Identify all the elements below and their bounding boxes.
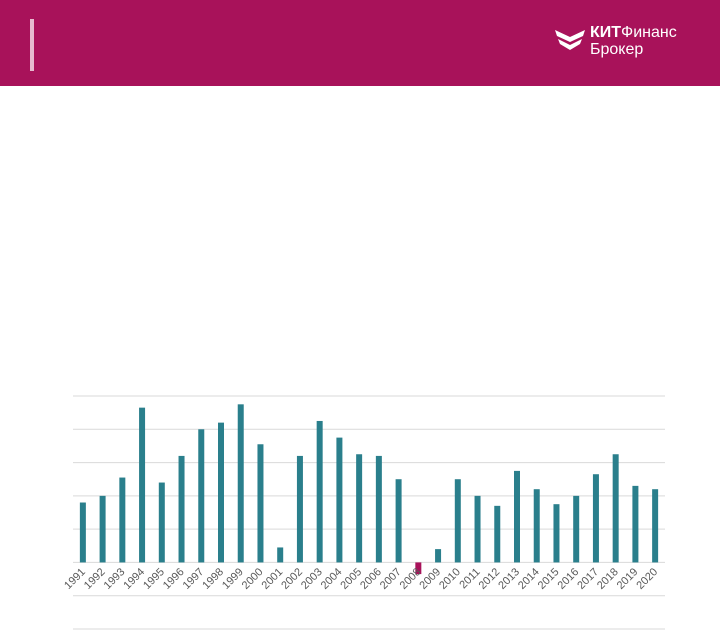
x-tick-label: 2013 [496, 566, 522, 592]
chart-bars [79, 404, 659, 575]
x-tick-label: 2018 [595, 566, 621, 592]
chart-x-tick-labels: 1991199219931994199519961997199819992000… [62, 566, 660, 592]
x-tick-label: 2004 [319, 566, 345, 592]
bar-2008 [415, 562, 422, 575]
bar-2005 [356, 454, 363, 563]
x-tick-label: 2000 [240, 566, 266, 592]
bar-1994 [139, 407, 146, 563]
bar-2018 [612, 454, 619, 563]
bar-2016 [573, 495, 580, 563]
bar-1998 [218, 422, 224, 563]
x-tick-label: 2007 [378, 566, 404, 592]
bar-2003 [316, 420, 323, 563]
bar-1995 [158, 482, 165, 563]
bar-1993 [119, 477, 126, 563]
brand-name-line2: Брокер [590, 41, 644, 58]
x-tick-label: 2002 [279, 566, 305, 592]
bar-2019 [632, 485, 639, 563]
x-tick-label: 2010 [437, 566, 463, 592]
bar-1997 [198, 429, 205, 563]
bar-2015 [553, 504, 560, 563]
bar-2006 [375, 455, 382, 563]
x-tick-label: 2014 [516, 566, 542, 592]
x-tick-label: 2011 [457, 566, 482, 591]
brand-name-regular: Финанс [621, 24, 677, 41]
bar-2014 [533, 489, 540, 563]
bar-2002 [296, 455, 303, 563]
bar-2004 [336, 437, 343, 563]
x-tick-label: 1992 [82, 566, 108, 592]
x-tick-label: 2003 [299, 566, 325, 592]
bar-2001 [277, 547, 284, 563]
x-tick-label: 2017 [575, 566, 601, 592]
x-tick-label: 1997 [181, 566, 207, 592]
bar-2010 [454, 479, 461, 563]
bar-2020 [652, 489, 659, 563]
x-tick-label: 2005 [338, 566, 364, 592]
x-tick-label: 2020 [634, 566, 660, 592]
bar-2009 [435, 549, 442, 563]
bar-2012 [494, 505, 501, 563]
chart-gridlines [73, 395, 665, 630]
x-tick-label: 1998 [200, 566, 226, 592]
x-tick-label: 2015 [536, 566, 562, 592]
bar-2000 [257, 444, 264, 563]
bar-2007 [395, 479, 402, 563]
x-tick-label: 1995 [141, 566, 167, 592]
bar-2011 [474, 495, 481, 563]
x-tick-label: 2006 [358, 566, 384, 592]
x-tick-label: 2012 [477, 566, 503, 592]
x-tick-label: 2016 [556, 566, 582, 592]
x-tick-label: 2019 [615, 566, 641, 592]
bar-1996 [178, 455, 185, 563]
x-tick-label: 1993 [102, 566, 128, 592]
header-banner: КИТФинанс Брокер [0, 0, 720, 86]
bar-1999 [237, 404, 244, 563]
bar-2017 [592, 474, 599, 563]
x-tick-label: 1991 [62, 566, 88, 592]
brand-name-bold: КИТ [590, 24, 622, 41]
bar-2013 [514, 470, 520, 563]
x-tick-label: 2001 [260, 566, 286, 592]
x-tick-label: 1999 [220, 566, 246, 592]
header-accent-bar [30, 19, 34, 71]
bar-1991 [79, 502, 86, 563]
x-tick-label: 1996 [161, 566, 187, 592]
x-tick-label: 1994 [121, 566, 147, 592]
bar-1992 [99, 495, 106, 563]
bird-wings-icon [555, 30, 585, 50]
